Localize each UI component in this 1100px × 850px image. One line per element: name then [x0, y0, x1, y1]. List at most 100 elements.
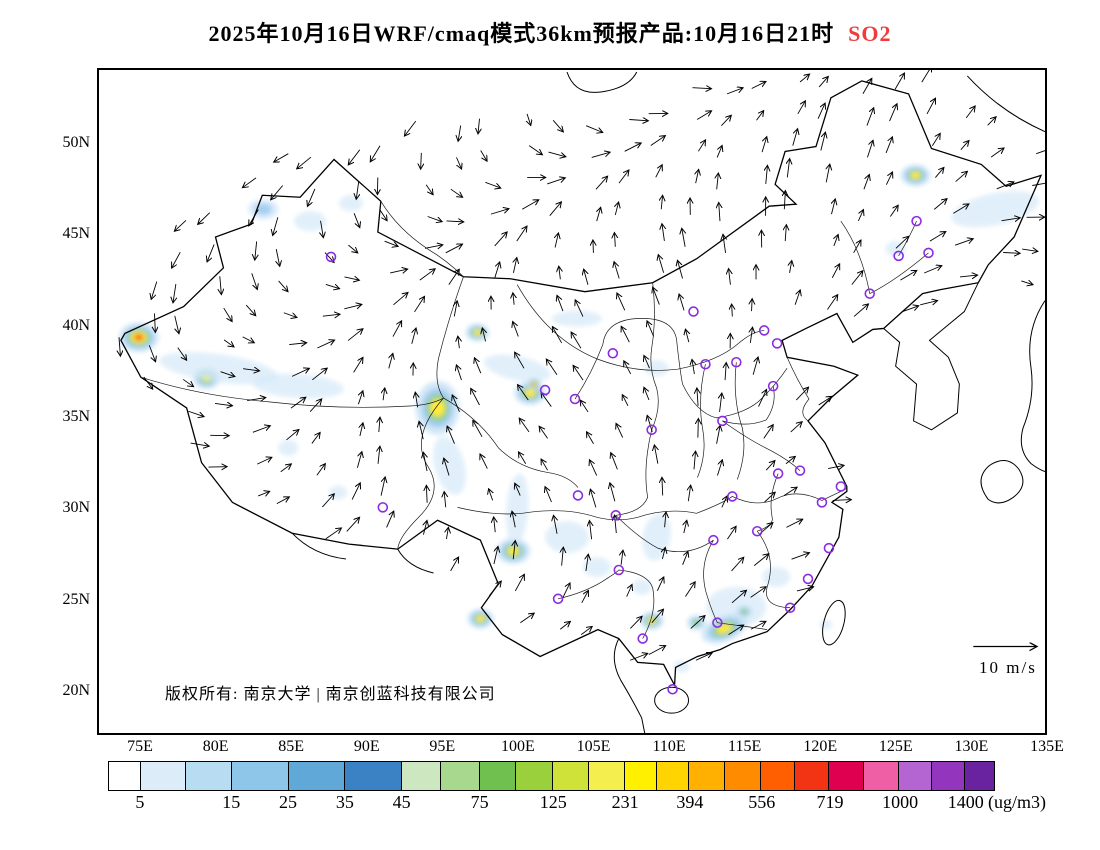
wind-arrow [220, 276, 222, 294]
wind-arrow [276, 249, 279, 266]
wind-arrow [223, 339, 234, 347]
wind-arrow [427, 216, 443, 222]
wind-arrow [456, 365, 462, 381]
province-boundary [380, 201, 464, 277]
wind-arrow [794, 290, 800, 305]
wind-arrow [648, 646, 666, 655]
wind-arrow [390, 269, 408, 273]
wind-arrow [220, 371, 235, 377]
wind-arrow [519, 452, 527, 464]
wind-arrow [783, 487, 797, 496]
wind-arrow [348, 244, 357, 253]
wind-arrow [513, 293, 514, 305]
wind-arrow [512, 511, 515, 528]
colorbar-tick-row: 5 15 25 35 45 75 125 231 394 556 719 1000 1400 [108, 792, 995, 816]
colorbar-cell [553, 762, 589, 790]
wind-arrow [630, 616, 642, 629]
station-marker [772, 468, 784, 479]
colorbar-tick-label: 45 [392, 792, 411, 812]
station-marker [864, 288, 876, 299]
wind-arrow [752, 299, 753, 312]
wind-arrow [926, 98, 935, 115]
wind-arrow [182, 379, 193, 386]
wind-arrow [214, 403, 233, 405]
wind-arrow [559, 621, 570, 630]
wind-arrow [515, 352, 525, 369]
station-marker [667, 683, 678, 695]
province-boundary [722, 386, 775, 425]
station-marker [893, 250, 904, 262]
title-text: 2025年10月16日WRF/cmaq模式36km预报产品:10月16日21时 [208, 21, 835, 46]
wind-arrow [245, 304, 256, 316]
wind-arrow [378, 446, 380, 464]
wind-arrow [651, 609, 664, 623]
colorbar-cell [657, 762, 690, 790]
wind-arrow [965, 106, 975, 119]
wind-arrow [831, 264, 839, 278]
lon-tick-label: 105E [576, 738, 611, 755]
station-marker [758, 325, 770, 336]
wind-arrow [249, 209, 259, 226]
wind-arrow [242, 336, 255, 343]
wind-arrow [785, 456, 795, 465]
colorbar-unit: (ug/m3) [988, 792, 1046, 812]
wind-arrow [866, 108, 874, 126]
wind-arrow [792, 129, 798, 146]
station-marker [751, 525, 763, 537]
wind-arrow [575, 300, 584, 317]
wind-arrow [622, 395, 629, 406]
wind-arrow [752, 357, 758, 375]
wind-arrow [589, 521, 591, 540]
wind-arrow [924, 266, 942, 274]
wind-arrow [557, 295, 564, 312]
wind-arrow [581, 590, 589, 603]
wind-arrow [353, 213, 360, 227]
wind-arrow [921, 70, 932, 83]
wind-arrow [541, 459, 548, 471]
wind-arrow [489, 489, 493, 501]
station-marker-layer [325, 215, 934, 695]
wind-scale-label: 10 m/s [979, 658, 1037, 677]
province-boundary [756, 531, 791, 609]
station-marker [731, 356, 742, 368]
wind-arrow [392, 321, 402, 337]
station-marker [767, 380, 779, 392]
station-marker [539, 384, 551, 396]
wind-arrow [662, 477, 663, 496]
wind-arrow [753, 554, 769, 566]
station-marker [835, 481, 847, 492]
lon-tick-label: 130E [954, 738, 989, 755]
wind-arrow [175, 315, 179, 334]
wind-arrow [692, 88, 711, 89]
province-boundary [574, 318, 788, 419]
wind-arrow [586, 554, 588, 572]
pollution-hotspot [476, 615, 485, 622]
pollution-hotspot [819, 619, 832, 630]
wind-arrow [379, 417, 380, 433]
wind-arrow [257, 491, 270, 496]
wind-arrow [647, 321, 655, 337]
wind-arrow [764, 492, 776, 503]
station-marker [637, 633, 648, 644]
wind-arrow [889, 104, 897, 122]
wind-arrow [252, 426, 271, 433]
colorbar-cell [761, 762, 796, 790]
wind-arrow [317, 340, 334, 349]
wind-arrow [423, 520, 427, 535]
pollution-hotspot [430, 399, 445, 417]
wind-arrow [900, 270, 916, 281]
wind-arrow [271, 185, 284, 200]
colorbar-cell [345, 762, 402, 790]
wind-arrow [584, 269, 588, 285]
wind-arrow [450, 188, 463, 197]
wind-arrow [615, 515, 617, 534]
pollution-hotspot [329, 485, 347, 500]
wind-arrow [1022, 249, 1038, 251]
lon-tick-label: 120E [803, 738, 838, 755]
station-marker [717, 415, 728, 427]
wind-arrow [614, 233, 615, 247]
wind-arrow [797, 101, 806, 115]
wind-arrow [307, 188, 316, 206]
wind-arrow [278, 280, 288, 292]
wind-arrow [1036, 150, 1045, 155]
